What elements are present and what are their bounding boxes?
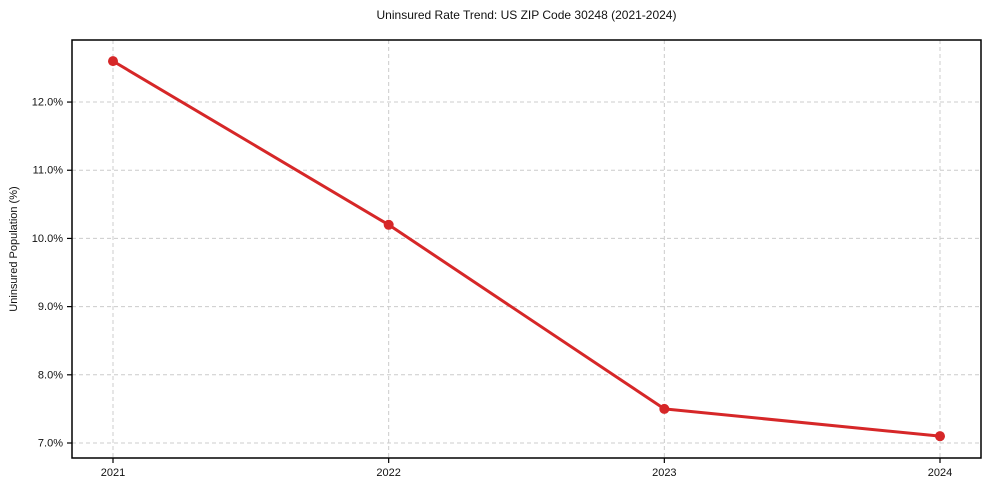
data-point (383, 219, 394, 230)
x-tick-label: 2022 (376, 467, 400, 479)
trend-line (111, 59, 942, 438)
x-tick-label: 2024 (928, 467, 952, 479)
y-tick-label: 11.0% (33, 165, 64, 177)
y-tick-label: 10.0% (32, 233, 63, 245)
plot-border (71, 39, 982, 459)
data-point (935, 431, 945, 442)
y-tick-label: 12.0% (32, 97, 63, 109)
y-tick-label: 9.0% (38, 301, 63, 313)
x-tick-label: 2021 (101, 467, 125, 479)
chart-title: Uninsured Rate Trend: US ZIP Code 30248 … (376, 8, 677, 22)
x-tick-label: 2023 (652, 467, 676, 479)
y-tick-label: 8.0% (38, 369, 63, 381)
data-point (108, 56, 118, 67)
y-tick-label: 7.0% (38, 437, 63, 449)
data-point (659, 403, 670, 414)
